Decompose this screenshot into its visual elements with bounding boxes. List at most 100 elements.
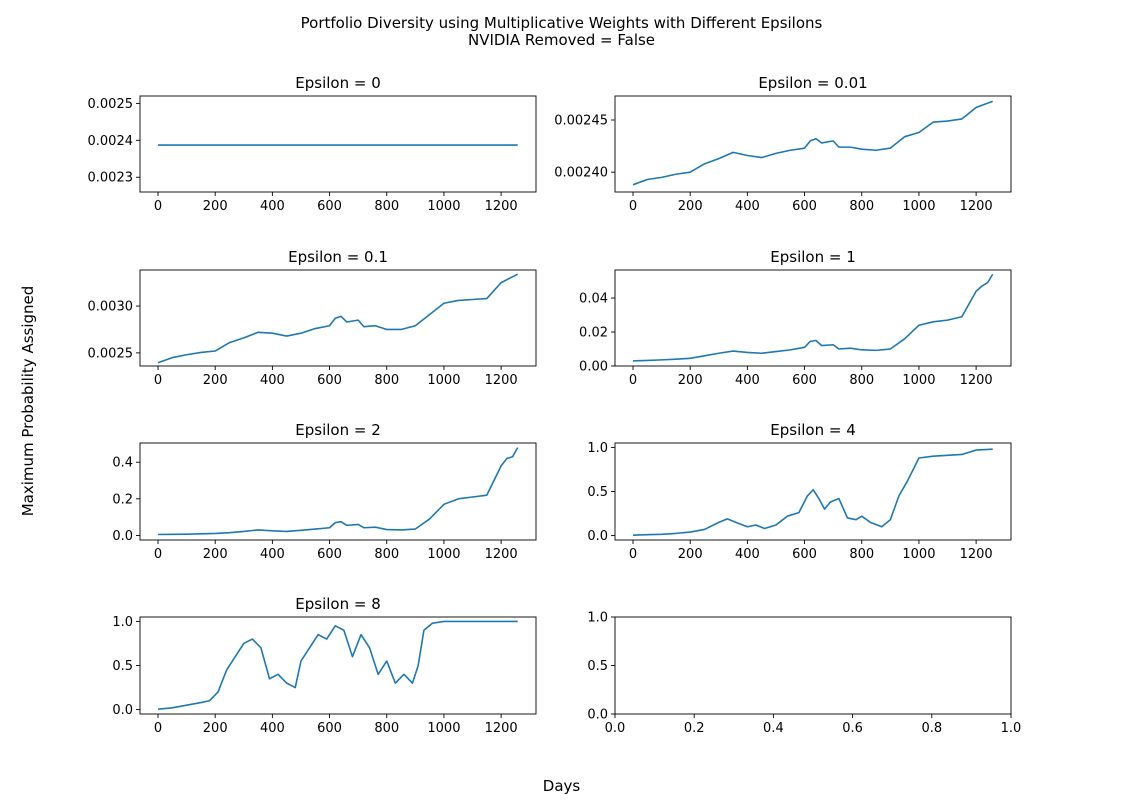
subplot-6: Epsilon = 4 0 200 400 600 800 1000 1200 0.0 0.5 1.… bbox=[587, 421, 1012, 562]
y-tick-label: 0.4 bbox=[112, 456, 133, 471]
subplot-title: Epsilon = 8 bbox=[295, 595, 380, 613]
series-line-1 bbox=[632, 448, 993, 536]
x-tick-label: 400 bbox=[260, 199, 285, 214]
x-tick-label: 600 bbox=[792, 199, 817, 214]
x-tick-label: 0 bbox=[154, 373, 162, 388]
subplot-5: Epsilon = 2 0 200 400 600 800 1000 1200 0.0 0.2 0.… bbox=[112, 421, 537, 562]
x-tick-label: 600 bbox=[792, 373, 817, 388]
subplot-title: Epsilon = 2 bbox=[295, 421, 380, 439]
x-tick-label: 0 bbox=[154, 199, 162, 214]
x-tick-label: 800 bbox=[849, 373, 874, 388]
subplot-2: Epsilon = 0.01 0 200 400 600 800 1000 1200 0.002… bbox=[554, 74, 1012, 214]
series-line-1 bbox=[157, 620, 518, 710]
subplot-4: Epsilon = 1 0 200 400 600 800 1000 1200 0.00 0.02… bbox=[579, 248, 1012, 388]
series-line-1 bbox=[157, 273, 519, 364]
x-tick-label: 400 bbox=[735, 373, 760, 388]
x-tick-label: 600 bbox=[317, 373, 342, 388]
x-tick-label: 800 bbox=[849, 547, 874, 562]
x-tick-label: 0 bbox=[154, 721, 162, 736]
subplot-8: 0.0 0.2 0.4 0.6 0.8 1.0 0.0 0.5 1.0 bbox=[587, 611, 1021, 737]
x-tick-label: 600 bbox=[792, 547, 817, 562]
y-tick-label: 0.0025 bbox=[88, 346, 134, 361]
figure-xlabel: Days bbox=[543, 777, 581, 795]
x-tick-label: 200 bbox=[203, 721, 228, 736]
y-tick-label: 1.0 bbox=[587, 441, 608, 456]
x-tick-label: 0 bbox=[629, 199, 637, 214]
y-tick-label: 0.0 bbox=[587, 529, 608, 544]
axes-frame bbox=[139, 269, 537, 367]
x-tick-label: 1000 bbox=[427, 373, 460, 388]
x-tick-label: 400 bbox=[260, 721, 285, 736]
x-tick-label: 400 bbox=[735, 547, 760, 562]
y-tick-label: 1.0 bbox=[587, 611, 608, 626]
x-tick-label: 1200 bbox=[960, 373, 993, 388]
subplot-title: Epsilon = 4 bbox=[770, 421, 855, 439]
x-tick-label: 800 bbox=[374, 721, 399, 736]
x-tick-label: 400 bbox=[735, 199, 760, 214]
x-tick-label: 0 bbox=[154, 547, 162, 562]
x-tick-label: 600 bbox=[317, 547, 342, 562]
figure-ylabel: Maximum Probability Assigned bbox=[19, 286, 37, 517]
x-tick-label: 0 bbox=[629, 547, 637, 562]
x-tick-label: 400 bbox=[260, 547, 285, 562]
y-tick-label: 0.0 bbox=[587, 708, 608, 723]
figure-title-line1: Portfolio Diversity using Multiplicative… bbox=[301, 14, 823, 32]
y-tick-label: 0.02 bbox=[579, 326, 608, 341]
x-tick-label: 1.0 bbox=[1001, 721, 1022, 736]
x-tick-label: 800 bbox=[374, 199, 399, 214]
subplot-grid: Epsilon = 0 0 200 400 600 800 1000 1200 0.0023 0.… bbox=[88, 74, 1022, 736]
x-tick-label: 200 bbox=[203, 373, 228, 388]
y-tick-label: 0.5 bbox=[587, 659, 608, 674]
x-tick-label: 1000 bbox=[902, 547, 935, 562]
x-tick-label: 1000 bbox=[427, 199, 460, 214]
x-tick-label: 1200 bbox=[485, 547, 518, 562]
x-tick-label: 200 bbox=[203, 547, 228, 562]
x-tick-label: 1200 bbox=[485, 199, 518, 214]
x-tick-label: 0.6 bbox=[842, 721, 863, 736]
y-tick-label: 1.0 bbox=[112, 615, 133, 630]
y-tick-label: 0.0025 bbox=[88, 97, 134, 112]
x-tick-label: 0.8 bbox=[921, 721, 942, 736]
y-tick-label: 0.0024 bbox=[88, 134, 134, 149]
y-tick-label: 0.0030 bbox=[88, 300, 134, 315]
x-tick-label: 1200 bbox=[485, 721, 518, 736]
subplot-7: Epsilon = 8 0 200 400 600 800 1000 1200 0.0 0.5 1.… bbox=[112, 595, 537, 736]
y-tick-label: 0.0023 bbox=[88, 171, 134, 186]
x-tick-label: 1000 bbox=[902, 199, 935, 214]
y-tick-label: 0.00 bbox=[579, 360, 608, 375]
axes-frame bbox=[139, 95, 537, 193]
y-tick-label: 0.0 bbox=[112, 529, 133, 544]
x-tick-label: 200 bbox=[203, 199, 228, 214]
axes-frame bbox=[614, 269, 1012, 367]
x-tick-label: 1200 bbox=[960, 547, 993, 562]
y-tick-label: 0.00240 bbox=[554, 166, 608, 181]
x-tick-label: 0.2 bbox=[684, 721, 705, 736]
x-tick-label: 600 bbox=[317, 721, 342, 736]
x-tick-label: 800 bbox=[374, 373, 399, 388]
x-tick-label: 400 bbox=[260, 373, 285, 388]
x-tick-label: 200 bbox=[678, 547, 703, 562]
x-tick-label: 200 bbox=[678, 373, 703, 388]
x-tick-label: 800 bbox=[849, 199, 874, 214]
subplot-3: Epsilon = 0.1 0 200 400 600 800 1000 1200 0.0025… bbox=[88, 248, 537, 388]
y-tick-label: 0.5 bbox=[112, 659, 133, 674]
y-tick-label: 0.04 bbox=[579, 292, 608, 307]
subplot-title: Epsilon = 1 bbox=[770, 248, 855, 266]
y-tick-label: 0.5 bbox=[587, 485, 608, 500]
subplot-title: Epsilon = 0.1 bbox=[288, 248, 388, 266]
series-line-1 bbox=[632, 100, 993, 186]
x-tick-label: 0.0 bbox=[605, 721, 626, 736]
axes-frame bbox=[614, 95, 1012, 193]
x-tick-label: 1200 bbox=[960, 199, 993, 214]
subplot-title: Epsilon = 0.01 bbox=[758, 74, 867, 92]
subplot-title: Epsilon = 0 bbox=[295, 74, 380, 92]
series-line-1 bbox=[157, 447, 519, 536]
x-tick-label: 600 bbox=[317, 199, 342, 214]
x-tick-label: 1000 bbox=[902, 373, 935, 388]
y-tick-label: 0.0 bbox=[112, 703, 133, 718]
x-tick-label: 800 bbox=[374, 547, 399, 562]
x-tick-label: 0.4 bbox=[763, 721, 784, 736]
x-tick-label: 200 bbox=[678, 199, 703, 214]
figure-title-line2: NVIDIA Removed = False bbox=[468, 31, 655, 49]
